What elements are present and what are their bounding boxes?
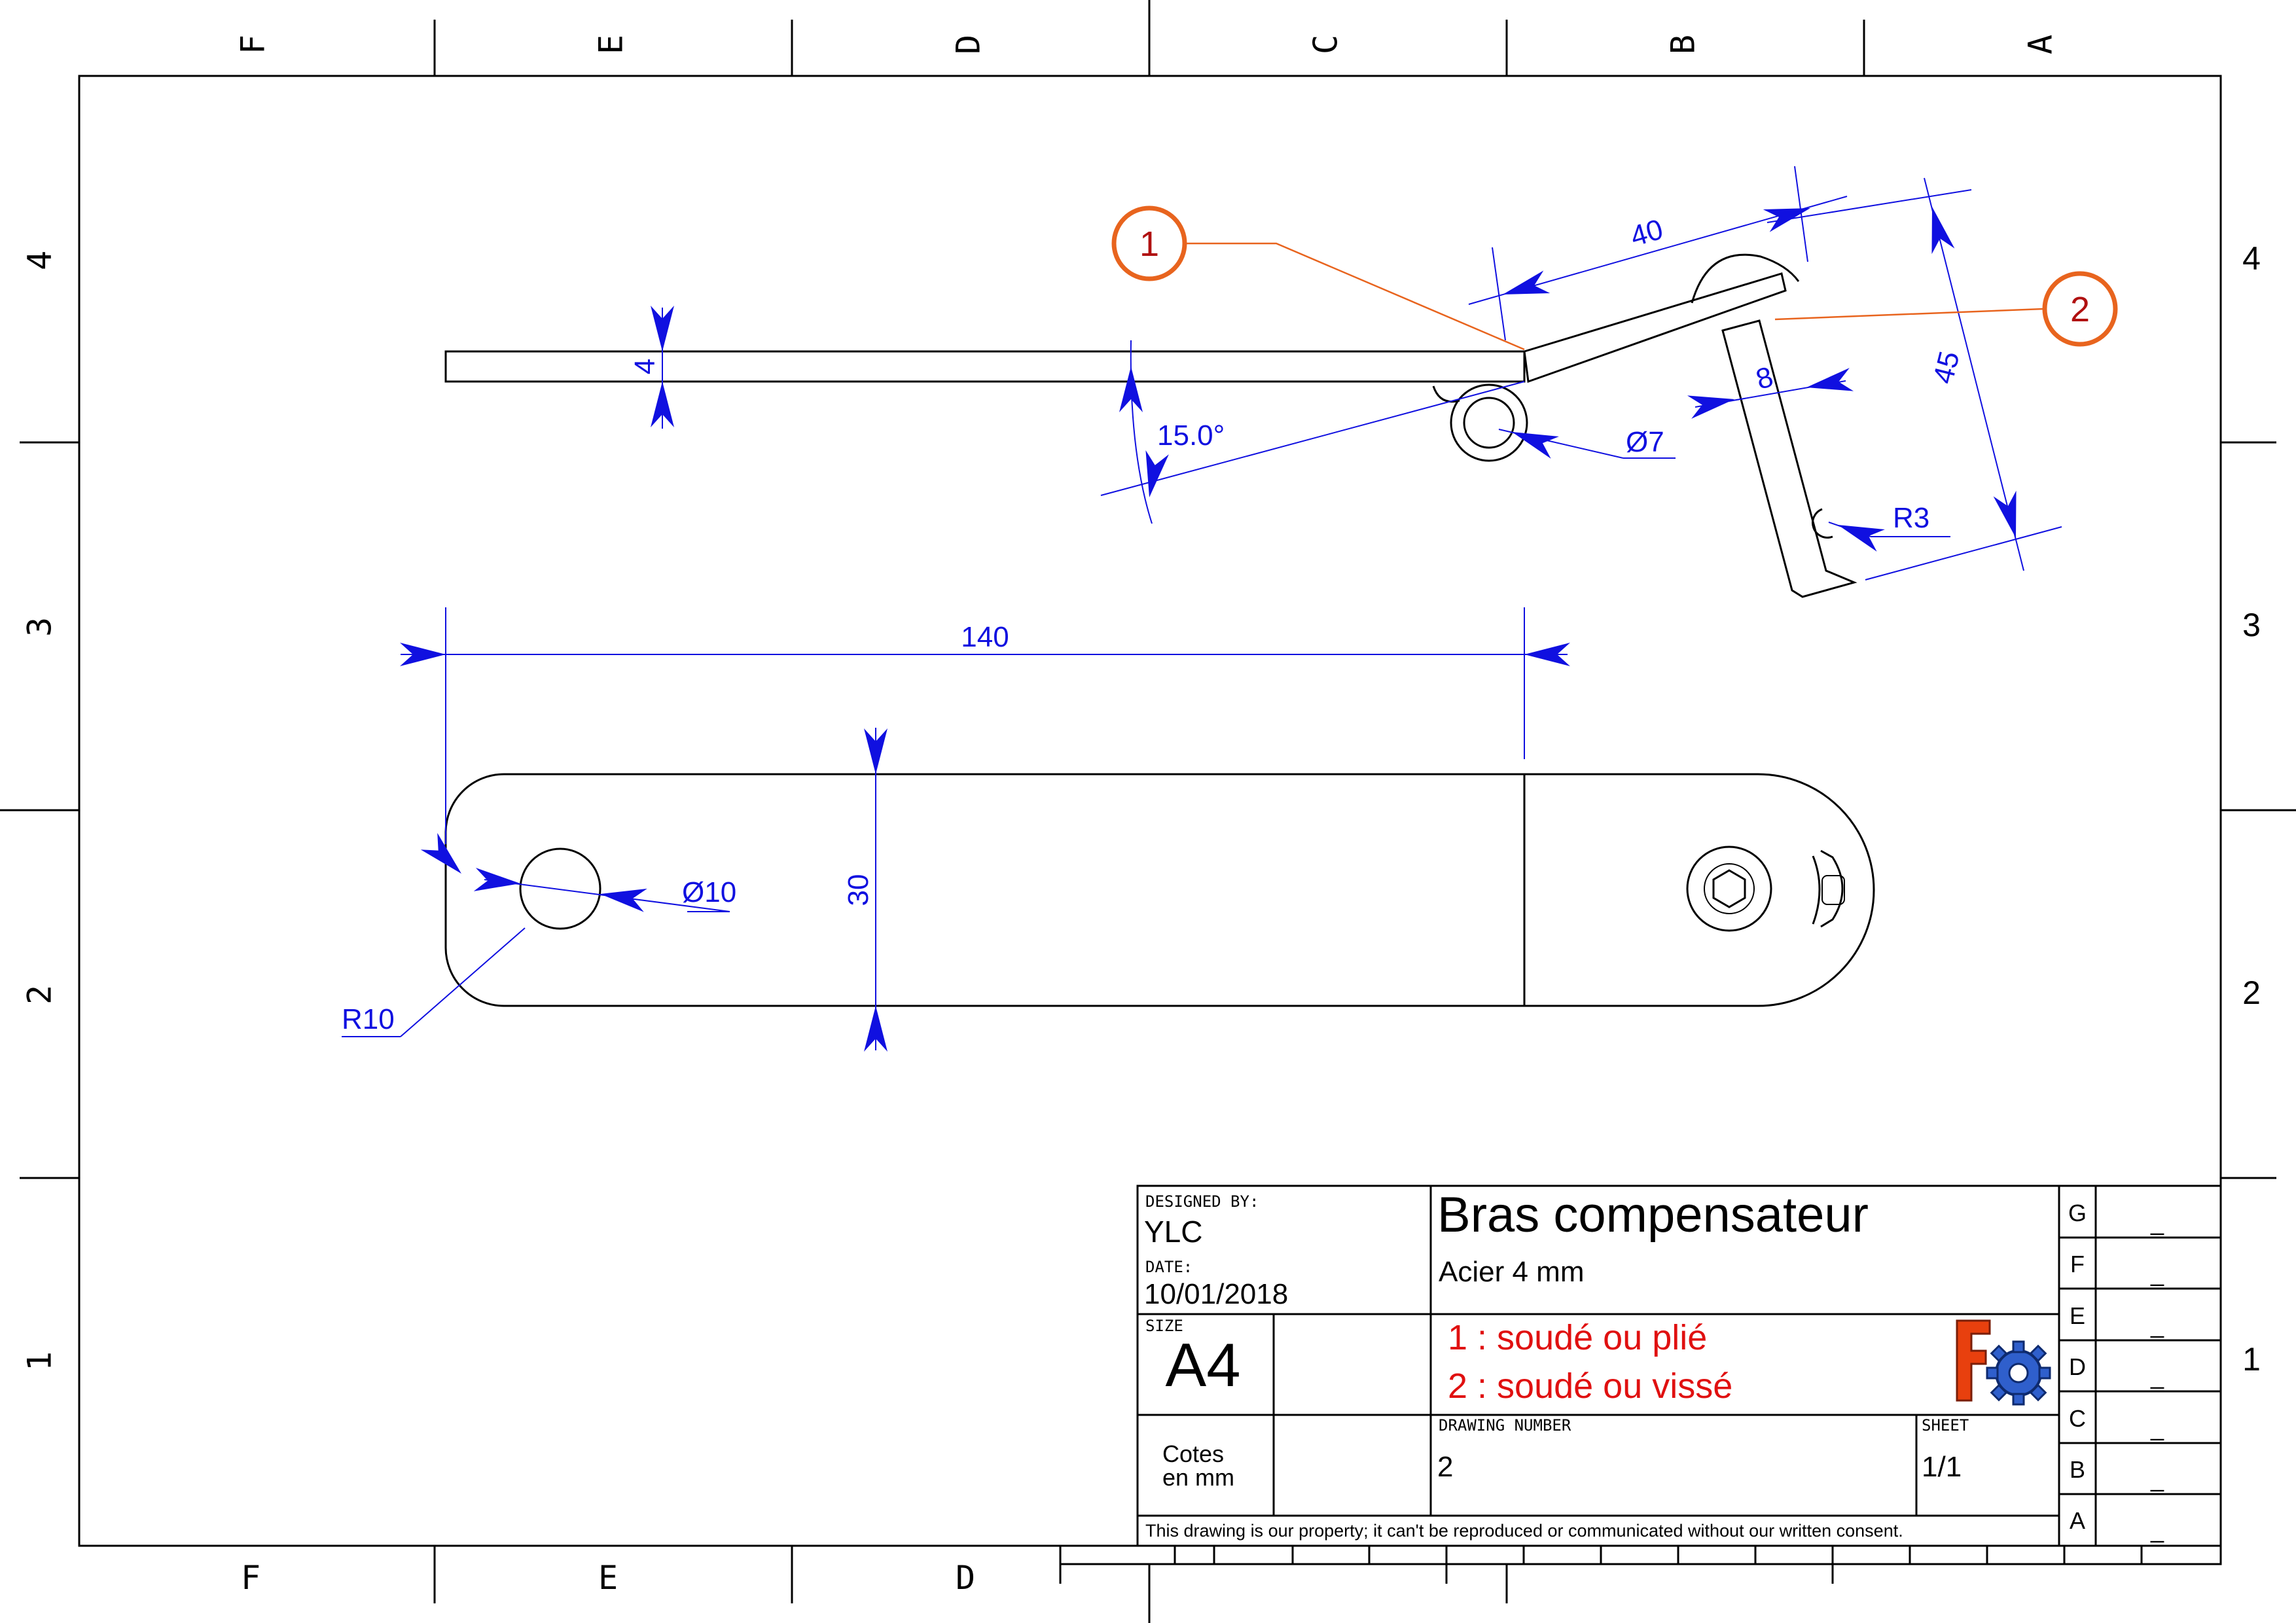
hole-large xyxy=(519,847,601,930)
revision-value-B: _ xyxy=(2150,1465,2164,1492)
pin-hook xyxy=(1432,385,1460,403)
size-value: A4 xyxy=(1166,1330,1241,1399)
zone-row-right-2: 2 xyxy=(2242,974,2261,1011)
units-line-1: Cotes xyxy=(1162,1440,1224,1467)
balloon-2 xyxy=(2042,271,2118,347)
zone-col-top-4: B xyxy=(1664,35,1702,54)
pin-outer xyxy=(1450,383,1528,462)
balloon-2-label: 2 xyxy=(2070,290,2090,329)
dim-angle: 15.0° xyxy=(1157,419,1225,452)
revision-letter-A: A xyxy=(2070,1507,2085,1534)
zone-col-top-0: F xyxy=(234,35,272,54)
date-value: 10/01/2018 xyxy=(1144,1278,1288,1310)
revision-value-A: _ xyxy=(2150,1516,2164,1543)
zone-row-right-0: 4 xyxy=(2242,240,2261,277)
tab-side xyxy=(1721,319,1857,598)
dim-flange-width: 8 xyxy=(1752,361,1776,396)
zone-row-left-2: 2 xyxy=(21,985,59,1005)
date-label: DATE: xyxy=(1145,1258,1193,1276)
pin-inner xyxy=(1463,397,1515,449)
zone-col-top-5: A xyxy=(2022,35,2060,54)
drawing-title: Bras compensateur xyxy=(1437,1187,1869,1243)
bolt-hex xyxy=(1712,869,1746,908)
revision-letter-F: F xyxy=(2070,1251,2085,1277)
revision-value-G: _ xyxy=(2150,1209,2164,1236)
bolt-head xyxy=(1686,846,1772,932)
designed-by-value: YLC xyxy=(1144,1215,1202,1249)
arm-bar-side xyxy=(444,350,1526,383)
zone-labels: F E D C B A F E D 4 3 2 1 4 3 2 1 xyxy=(21,35,2261,1597)
revision-letter-D: D xyxy=(2069,1353,2086,1380)
revision-value-D: _ xyxy=(2150,1363,2164,1389)
revision-value-F: _ xyxy=(2150,1260,2164,1287)
notch xyxy=(1812,508,1833,539)
sheet-label: SHEET xyxy=(1922,1416,1969,1435)
disclaimer: This drawing is our property; it can't b… xyxy=(1145,1521,1903,1541)
revision-letter-C: C xyxy=(2069,1405,2086,1432)
arm-bar-plan xyxy=(444,773,1875,1007)
nut-side xyxy=(1812,855,1821,925)
drawing-subtitle: Acier 4 mm xyxy=(1439,1256,1584,1288)
zone-row-right-3: 1 xyxy=(2242,1341,2261,1378)
sheet-value: 1/1 xyxy=(1922,1451,1962,1483)
dim-tab-height: 45 xyxy=(1927,348,1965,387)
balloon-1 xyxy=(1111,205,1187,281)
zone-col-bottom-2: D xyxy=(956,1559,975,1597)
revision-value-E: _ xyxy=(2150,1311,2164,1338)
revision-value-C: _ xyxy=(2150,1414,2164,1441)
revision-letter-E: E xyxy=(2070,1302,2085,1329)
zone-row-left-3: 1 xyxy=(21,1351,59,1371)
dim-end-radius: R10 xyxy=(342,1003,395,1035)
units-line-2: en mm xyxy=(1162,1464,1234,1491)
bolt-socket xyxy=(1704,863,1755,914)
title-block: DESIGNED BY: YLC DATE: 10/01/2018 Bras c… xyxy=(1059,1185,2222,1623)
dim-overall-length: 140 xyxy=(961,621,1009,653)
dim-hole-small: Ø7 xyxy=(1626,426,1664,458)
zone-row-left-0: 4 xyxy=(21,251,59,270)
note-welded-or-bent: 1 : soudé ou plié xyxy=(1448,1318,1707,1357)
plan-view: 140 30 Ø10 R10 xyxy=(342,607,1875,1052)
flange-dome xyxy=(1691,253,1800,304)
drawing-number-value: 2 xyxy=(1437,1451,1453,1483)
zone-col-top-3: C xyxy=(1307,35,1345,54)
note-welded-or-screwed: 2 : soudé ou vissé xyxy=(1448,1366,1732,1406)
side-view: 4 15.0° Ø7 40 8 45 R3 xyxy=(444,166,2118,598)
zone-col-top-1: E xyxy=(592,35,630,54)
balloon-1-label: 1 xyxy=(1139,224,1159,264)
designed-by-label: DESIGNED BY: xyxy=(1145,1192,1259,1211)
flange-side xyxy=(1523,272,1787,383)
zone-col-bottom-1: E xyxy=(598,1559,618,1597)
dim-hole-large: Ø10 xyxy=(682,876,736,908)
dim-notch-radius: R3 xyxy=(1893,502,1929,534)
zone-row-right-1: 3 xyxy=(2242,607,2261,643)
dim-width: 30 xyxy=(842,874,874,906)
dim-flange-length: 40 xyxy=(1627,213,1667,253)
revision-letter-G: G xyxy=(2068,1200,2087,1226)
size-label: SIZE xyxy=(1145,1317,1183,1335)
zone-col-top-2: D xyxy=(950,35,988,54)
freecad-logo-icon xyxy=(1956,1319,2051,1406)
zone-col-bottom-0: F xyxy=(241,1559,260,1597)
revision-letter-B: B xyxy=(2070,1456,2085,1483)
zone-row-left-1: 3 xyxy=(21,617,59,637)
dim-thickness: 4 xyxy=(629,359,661,374)
drawing-number-label: DRAWING NUMBER xyxy=(1439,1416,1571,1435)
